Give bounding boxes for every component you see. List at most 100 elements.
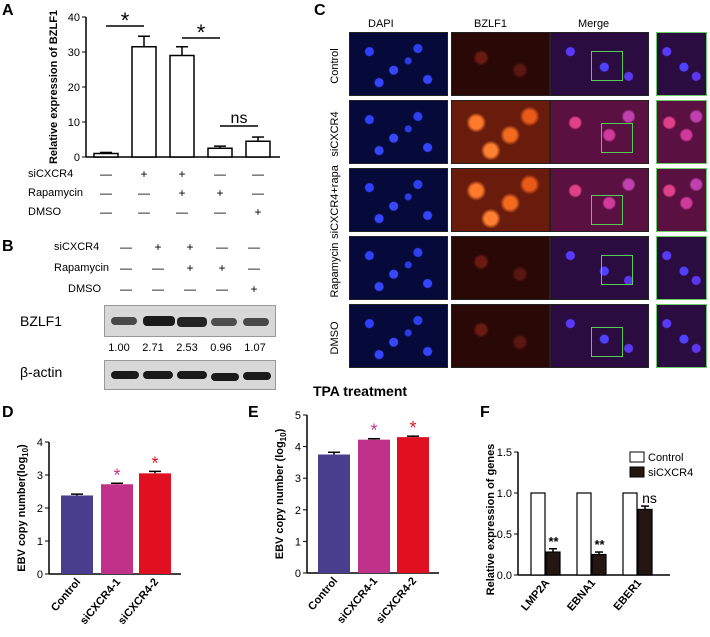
zoom-inset-3 [656,168,707,232]
a-sign-sicxcr4-2: + [140,167,148,181]
e-sig-3: * [409,418,416,438]
e-title: TPA treatment [313,383,407,399]
col-header-dapi: DAPI [368,18,394,30]
d-ytick-label: 4 [37,437,43,449]
blot-label-bzlf1: BZLF1 [20,313,63,329]
band-bzlf1-3 [177,317,207,327]
micrograph-dapi-4 [349,236,448,300]
panel-label-b: B [2,238,14,255]
a-row-label-dmso: DMSO [28,206,61,218]
roi-box [591,51,623,81]
f-xlabel-3: EBER1 [612,577,645,613]
b-sign-rapamycin-2: — [152,261,164,275]
band-bzlf1-2 [143,316,175,326]
a-ytick-label: 10 [68,117,80,129]
a-ytick-label: 40 [68,12,80,24]
micrograph-merge-2 [550,100,649,164]
b-row-label-dmso: DMSO [68,283,101,295]
roi-box [591,195,623,225]
b-sign-dmso-3: — [184,282,196,296]
col-header-bzlf1: BZLF1 [474,18,508,30]
panel-label-a: A [2,2,14,19]
b-sign-dmso-1: — [120,282,132,296]
f-legend-swatch-control [629,451,645,463]
b-sign-rapamycin-1: — [120,261,132,275]
a-ytick-label: 20 [68,82,80,94]
a-bar-4 [207,147,233,158]
a-sign-sicxcr4-5: — [252,167,264,181]
e-ytick-label: 3 [295,473,301,485]
e-bar-1 [318,454,350,573]
density-3: 2.53 [176,342,198,354]
f-bar-control-3 [622,492,638,576]
micrograph-bzlf1-1 [451,32,550,96]
roi-box [591,327,623,357]
b-sign-rapamycin-5: — [248,261,260,275]
d-sig-3: * [151,453,158,473]
f-legend-label-control: Control [648,452,683,464]
f-ytick-label: 0.5 [497,529,512,541]
band-actin-4 [211,373,239,381]
b-row-label-sicxcr4: siCXCR4 [54,241,100,253]
e-bar-2 [358,439,390,573]
panel-label-f: F [480,404,490,421]
micrograph-dapi-5 [349,304,448,368]
blot-actin [104,360,276,390]
roi-box [601,255,633,285]
f-ytick-label: 1.0 [497,488,512,500]
band-bzlf1-5 [243,318,269,326]
a-sign-dmso-2: — [138,205,150,219]
panel-label-e: E [248,404,259,421]
panel-label-c: C [314,2,326,19]
micrograph-merge-5 [550,304,649,368]
panel-label-d: D [2,404,14,421]
band-actin-5 [243,372,271,380]
f-bar-control-1 [530,492,546,576]
e-ytick-label: 5 [295,410,301,422]
f-ytick-label: 0.0 [497,570,512,582]
d-sig-2: * [113,465,120,485]
f-bar-sicxcr4-3 [637,508,653,576]
b-sign-dmso-4: — [216,282,228,296]
a-sig-3: ns [231,110,248,127]
zoom-inset-2 [656,100,707,164]
b-sign-sicxcr4-2: + [154,240,162,254]
micrograph-merge-4 [550,236,649,300]
b-sign-sicxcr4-3: + [186,240,194,254]
e-ytick-label: 1 [295,536,301,548]
d-bar-1 [61,495,93,574]
a-ytick-label: 0 [74,152,80,164]
d-ytick-label: 0 [37,569,43,581]
f-bar-sicxcr4-2 [591,553,607,576]
a-bar-1 [93,152,119,158]
b-sign-rapamycin-4: + [218,261,226,275]
density-2: 2.71 [142,342,164,354]
f-xlabel-1: LMP2A [519,577,552,613]
band-actin-2 [143,371,173,379]
a-sig-1: * [121,8,130,33]
f-ylabel: Relative expression of genes [485,444,497,596]
f-legend-swatch-sicxcr4 [629,466,645,478]
micrograph-bzlf1-4 [451,236,550,300]
e-ytick-label: 0 [295,568,301,580]
micrograph-dapi-2 [349,100,448,164]
micrograph-bzlf1-2 [451,100,550,164]
e-sig-2: * [370,421,377,441]
density-1: 1.00 [108,342,130,354]
e-ylabel: EBV copy number (log10) [274,428,288,559]
a-sign-dmso-3: — [176,205,188,219]
zoom-inset-1 [656,32,707,96]
zoom-inset-4 [656,236,707,300]
b-row-label-rapamycin: Rapamycin [54,262,110,274]
band-actin-1 [111,371,139,379]
a-sign-rapamycin-2: — [138,186,150,200]
band-actin-3 [177,371,207,379]
e-ytick-label: 4 [295,442,301,454]
band-bzlf1-4 [211,318,237,326]
f-sig-3: ns [642,490,657,506]
a-sign-sicxcr4-1: — [100,167,112,181]
chart-e: TPA treatment 0 1 2 3 4 5 EBV copy number (log1… [274,383,439,626]
a-sign-sicxcr4-4: — [214,167,226,181]
